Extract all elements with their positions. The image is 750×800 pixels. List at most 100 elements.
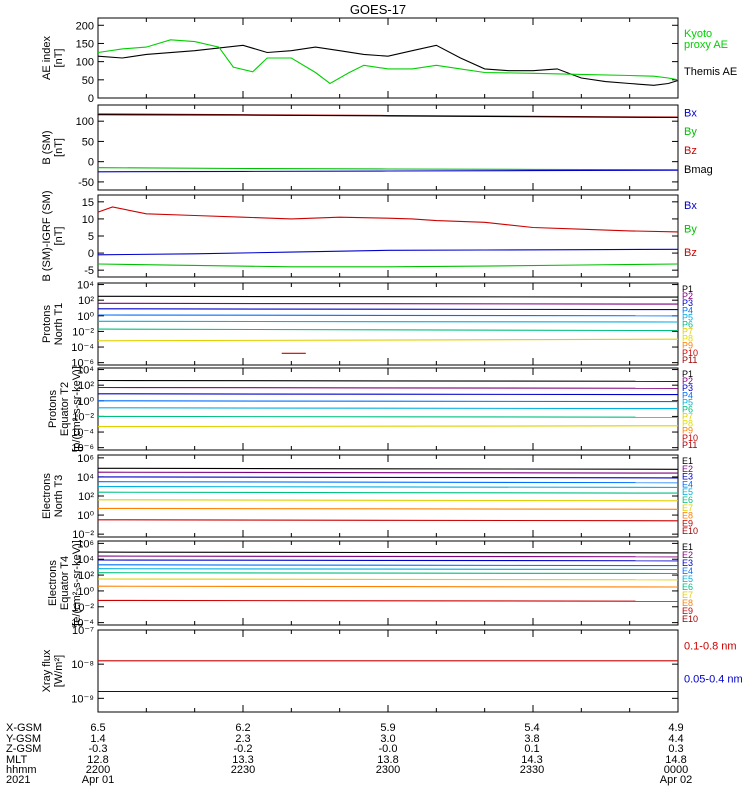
y-axis-label-line: [W/m²] [53, 655, 65, 687]
series-line-kyoto-proxy-ae [97, 39, 679, 85]
panel-frame [97, 540, 679, 626]
y-tick-label: 10⁰ [77, 396, 94, 408]
legend-entry: P7 [682, 412, 693, 422]
y-tick-label: 0 [88, 93, 94, 105]
x-axis-value: 5.4 [524, 722, 539, 734]
y-tick-label: 10⁰ [77, 311, 94, 323]
x-axis-value: 4.9 [668, 722, 683, 734]
y-tick-label: 10⁻⁴ [71, 618, 94, 630]
legend: Bx By Bz [684, 200, 697, 259]
y-axis-label-line: [p/(cm²-s-sr-keV)] [71, 366, 83, 452]
y-tick-label: -50 [78, 177, 94, 189]
legend-entry: P11 [682, 355, 697, 365]
series-line-bx [97, 248, 679, 256]
y-tick-label: 10⁻⁶ [71, 358, 94, 370]
y-tick-label: 10⁴ [77, 472, 94, 484]
y-tick-label: 10⁻² [72, 411, 94, 423]
x-axis-value: Apr 01 [82, 774, 114, 786]
series-line-p6 [97, 328, 679, 332]
legend-entry: Bz [684, 247, 697, 259]
series-line-p4 [97, 400, 679, 403]
legend-entry: P9 [682, 341, 693, 351]
legend-entry: P4 [682, 305, 693, 315]
legend-entry: E6 [682, 495, 693, 505]
y-axis-label-line: B (SM)-IGRF (SM) [41, 190, 53, 281]
series-line-e5 [97, 485, 679, 488]
y-tick-label: 100 [76, 57, 94, 69]
x-axis-value: 4.4 [668, 733, 683, 745]
series-line-themis-ae [97, 44, 679, 86]
series-line-bz [97, 206, 679, 233]
x-axis-value: 13.3 [232, 754, 253, 766]
legend-entry: P9 [682, 426, 693, 436]
y-tick-label: 15 [82, 197, 94, 209]
y-tick-label: 50 [82, 75, 94, 87]
legend: Bx By Bz Bmag [684, 107, 713, 176]
y-tick-label: 0 [88, 157, 94, 169]
y-tick-label: 10⁴ [77, 280, 94, 292]
legend-entry: E5 [682, 574, 693, 584]
series-line-p2 [97, 386, 679, 389]
x-axis-value: 6.2 [235, 722, 250, 734]
legend-entry: P1 [682, 369, 693, 379]
series-line-p7 [97, 338, 679, 342]
legend-entry: P7 [682, 327, 693, 337]
y-tick-label: 50 [82, 136, 94, 148]
series-line-p3 [97, 308, 679, 311]
y-tick-label: 10⁻² [72, 529, 94, 541]
y-axis-label-line: Protons [47, 390, 59, 428]
y-tick-label: 200 [76, 20, 94, 32]
x-axis-row-label: X-GSM [6, 722, 42, 734]
y-tick-label: 10 [82, 214, 94, 226]
y-tick-label: 10² [78, 570, 94, 582]
x-axis-value: 2330 [520, 764, 544, 776]
series-line-p2 [97, 302, 679, 305]
legend-entry: 0.1-0.8 nm [684, 641, 737, 653]
y-tick-label: 10² [78, 491, 94, 503]
legend-entry: E4 [682, 479, 693, 489]
y-axis-label: Electrons Equator T4 [e/(cm²-s-sr-keV)] [47, 540, 83, 626]
y-axis-label-line: [nT] [53, 227, 65, 246]
y-axis-label-line: Protons [41, 305, 53, 343]
y-axis-label-line: North T1 [53, 303, 65, 346]
series-line-e6 [97, 572, 679, 575]
legend-entry: By [684, 223, 697, 235]
series-line-bx [97, 169, 679, 173]
legend-entry: Themis AE [684, 66, 737, 78]
legend-entry: P6 [682, 319, 693, 329]
x-axis-value: 13.8 [377, 754, 398, 766]
y-tick-label: 10⁻⁴ [71, 342, 94, 354]
x-axis-value: 2.3 [235, 733, 250, 745]
series-line-p1 [97, 379, 679, 382]
y-tick-label: 10⁻⁴ [71, 427, 94, 439]
legend-entry: P3 [682, 383, 693, 393]
legend-entry: E7 [682, 590, 693, 600]
legend-entry: E5 [682, 487, 693, 497]
y-tick-label: 100 [76, 116, 94, 128]
legend-entry: E3 [682, 472, 693, 482]
y-tick-label: 5 [88, 231, 94, 243]
legend-entry: P6 [682, 404, 693, 414]
y-axis-label: Xray flux [W/m²] [41, 649, 65, 692]
legend-entry: E3 [682, 558, 693, 568]
x-axis-value: 5.9 [380, 722, 395, 734]
x-axis-value: -0.0 [379, 743, 398, 755]
y-axis-label: Electrons North T3 [41, 473, 65, 519]
legend-entry: E10 [682, 526, 698, 536]
series-line-e7 [97, 499, 679, 502]
y-tick-label: 10⁻⁶ [71, 443, 94, 455]
legend-entry: P5 [682, 312, 693, 322]
x-axis-value: 14.8 [665, 754, 686, 766]
series-line-e4 [97, 481, 679, 484]
x-axis-row-label: hhmm [6, 764, 37, 776]
series-line-e4 [97, 564, 679, 567]
series-line-p5 [97, 320, 679, 323]
x-axis-value: Apr 02 [660, 774, 692, 786]
legend-entry: P2 [682, 376, 693, 386]
legend-entry: P5 [682, 397, 693, 407]
legend-entry: Bmag [684, 164, 713, 176]
